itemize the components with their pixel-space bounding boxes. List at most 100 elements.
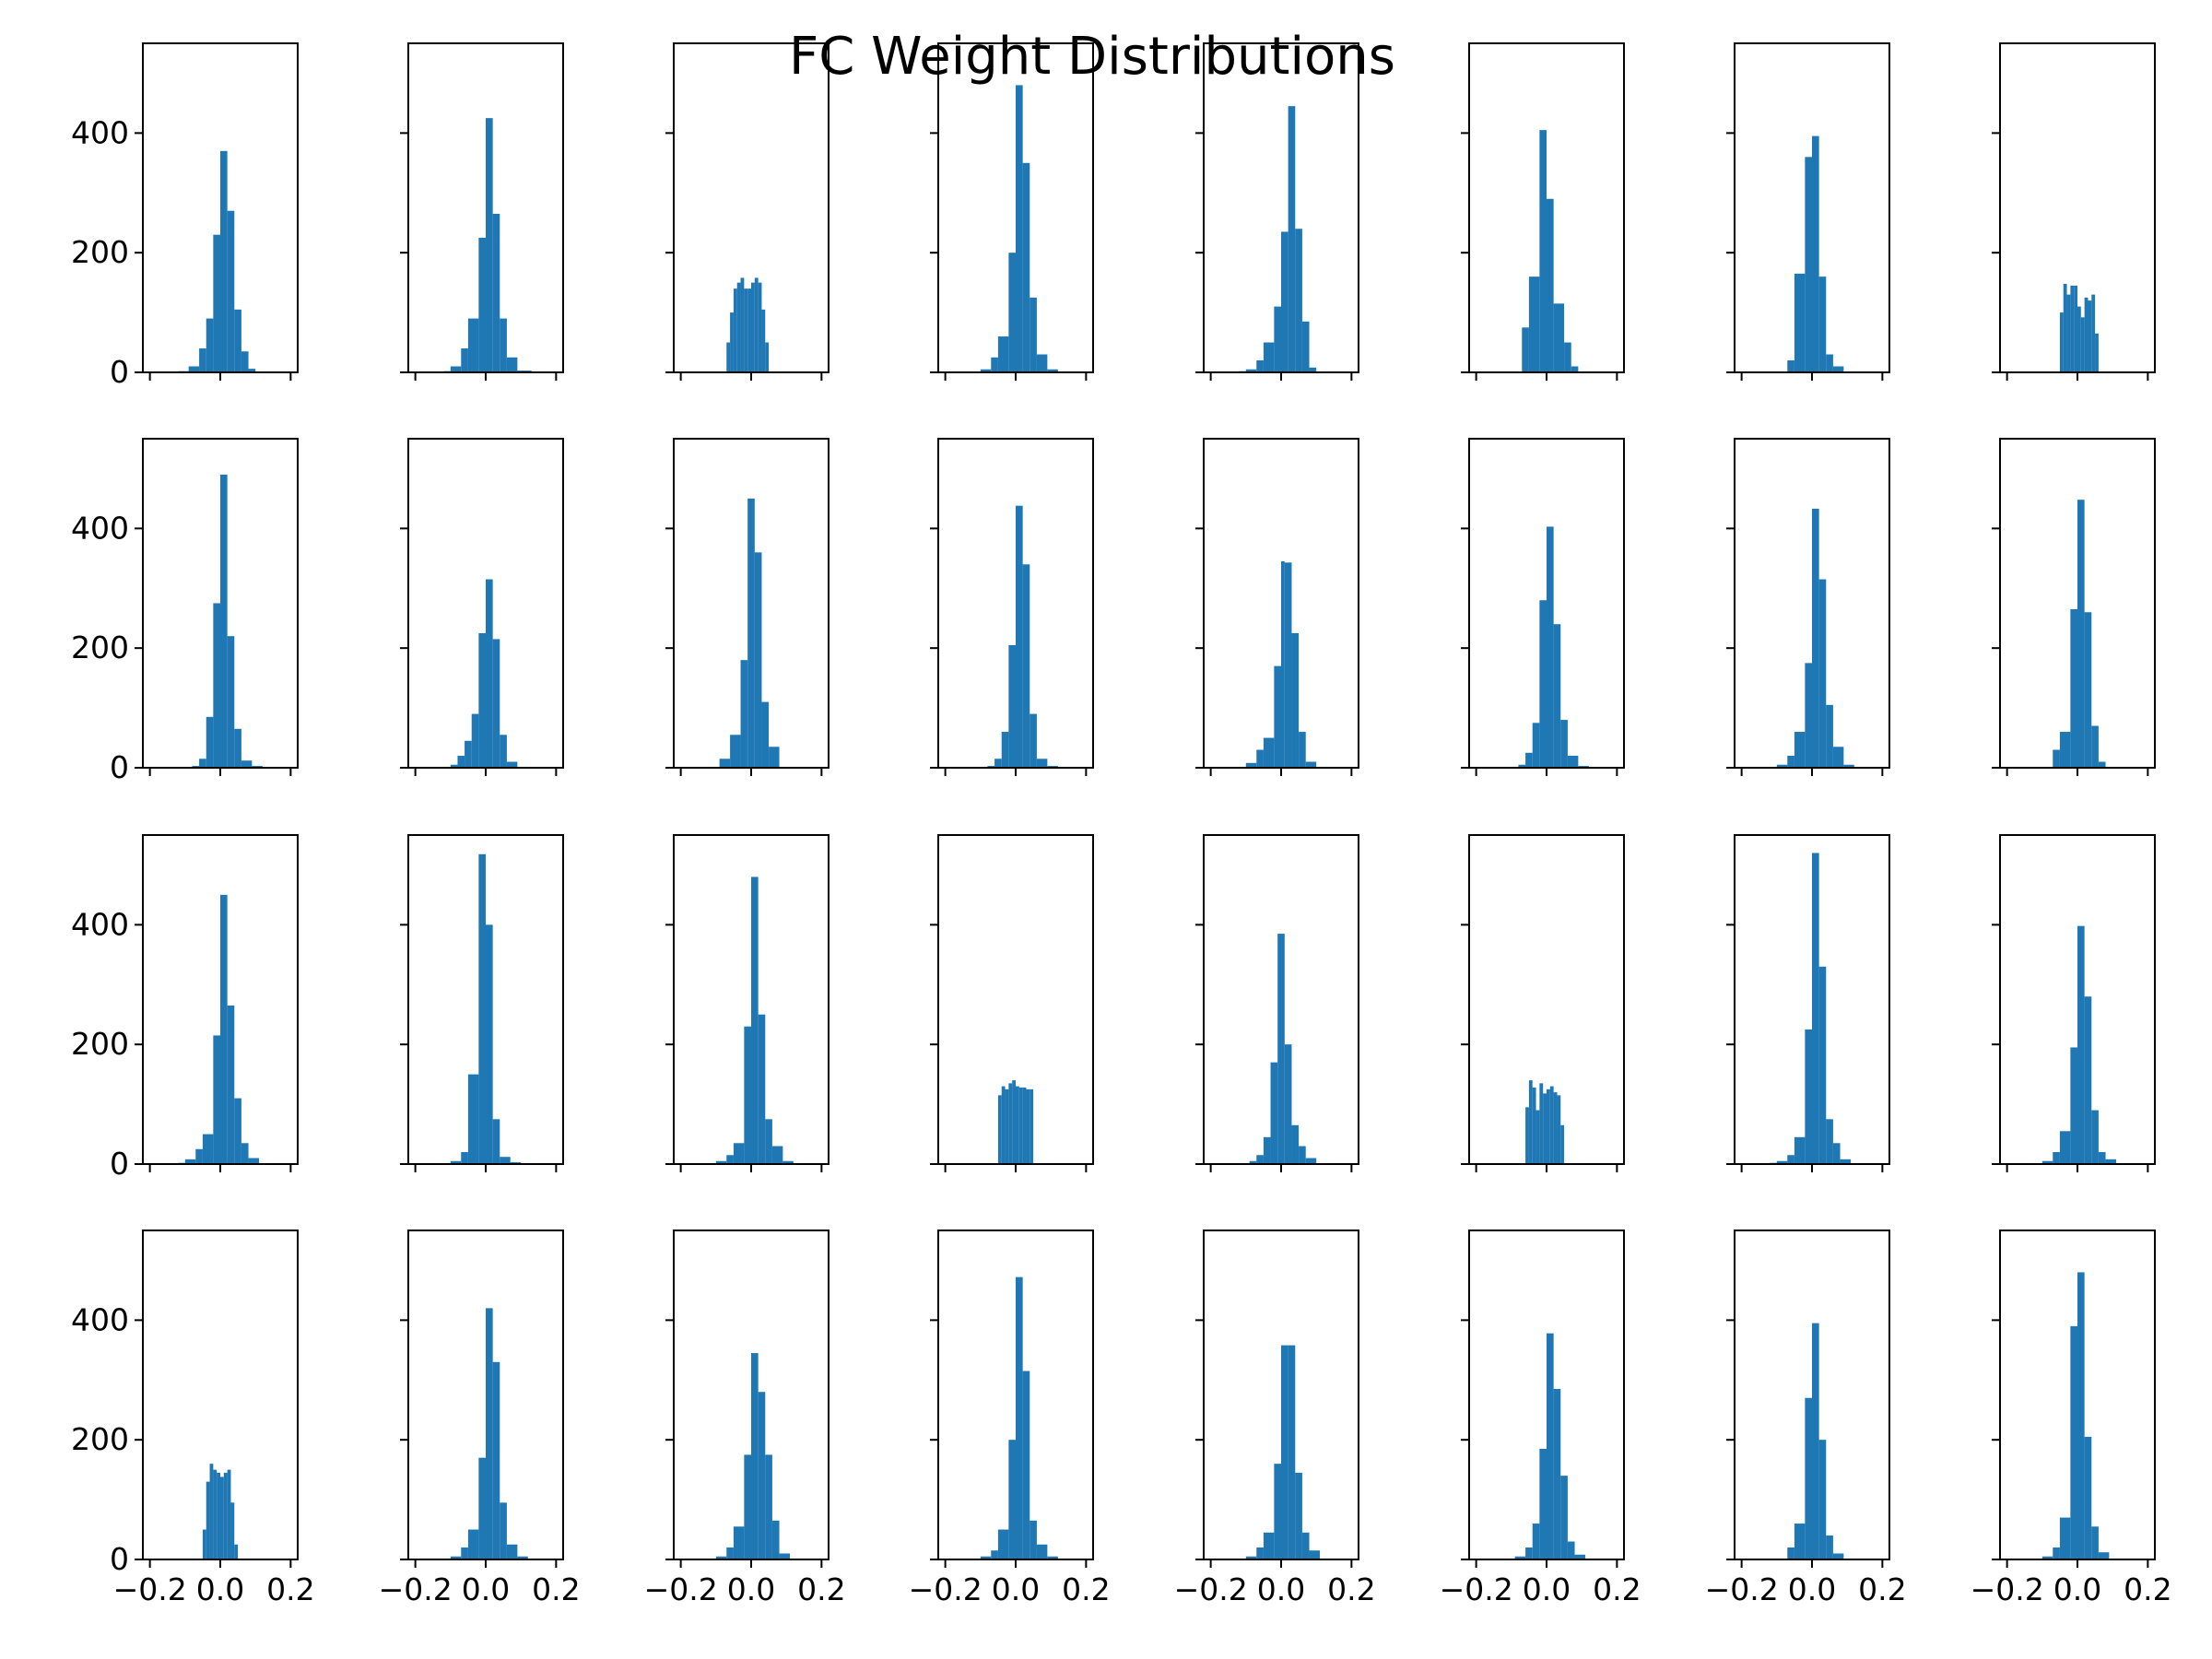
histogram-bar <box>1249 1160 1257 1164</box>
histogram-bar <box>188 366 200 372</box>
histogram-bar <box>2041 1160 2053 1164</box>
histogram-bar <box>758 282 762 372</box>
histogram-bar <box>991 357 998 372</box>
histogram-bar <box>997 1095 1002 1164</box>
histogram-bar <box>744 288 748 372</box>
subplot-3-3 <box>665 834 830 1172</box>
subplot-1-4 <box>930 42 1094 381</box>
histogram-bar <box>1270 1062 1278 1164</box>
y-tick-label: 200 <box>71 1421 129 1457</box>
histogram-bar <box>1557 1095 1561 1164</box>
histogram-bar <box>1008 1083 1013 1164</box>
histogram-bar <box>227 1469 231 1559</box>
histogram-bar <box>1832 747 1844 768</box>
y-tick-label: 200 <box>71 629 129 665</box>
histogram-bar <box>1553 1389 1561 1559</box>
histogram-bar <box>2053 1547 2060 1559</box>
histogram-bar <box>1553 1092 1558 1164</box>
histogram-bar <box>2077 925 2085 1164</box>
x-tick-label: 0.2 <box>532 1571 580 1607</box>
histogram-bar <box>1001 732 1009 768</box>
y-tick-label: 0 <box>110 749 129 785</box>
histogram-bar <box>751 282 755 372</box>
histogram-bar <box>1812 135 1819 373</box>
histogram-bar <box>751 877 759 1164</box>
histogram-bar <box>1018 1087 1023 1164</box>
histogram-bar <box>2063 283 2067 372</box>
histogram-bar <box>1005 1088 1009 1164</box>
histogram-bar <box>769 747 780 768</box>
histogram-bar <box>1022 1371 1030 1559</box>
histogram-bar <box>1036 759 1048 768</box>
histogram-bar <box>467 318 479 372</box>
histogram-bar <box>241 351 249 372</box>
histogram-bar <box>1291 632 1300 768</box>
histogram-bar <box>1256 749 1264 768</box>
histogram-bar <box>467 1074 479 1164</box>
histogram-bar <box>1301 1532 1310 1559</box>
subplot-3-5 <box>1195 834 1359 1172</box>
histogram-bar <box>486 1308 493 1559</box>
histogram-bar <box>1047 369 1058 372</box>
histogram-bar <box>1284 562 1292 768</box>
histogram-bar <box>206 716 214 768</box>
histogram-bar <box>2070 285 2075 372</box>
histogram-bar <box>1812 853 1819 1164</box>
histogram-bar <box>1532 1524 1540 1559</box>
histogram-bar <box>217 1472 220 1559</box>
histogram-bar <box>782 1160 794 1164</box>
histogram-bar <box>457 756 465 768</box>
histogram-bar <box>747 288 751 372</box>
histogram-bar <box>1539 130 1547 372</box>
histogram-bar <box>227 636 235 768</box>
histogram-bar <box>1263 737 1275 768</box>
histogram-bar <box>1305 1158 1317 1164</box>
histogram-bar <box>1245 369 1257 372</box>
histogram-bar <box>234 309 241 372</box>
subplot-4-6: −0.2 0.0 0.2 <box>1440 1230 1641 1607</box>
histogram-bar <box>2059 1131 2071 1164</box>
histogram-bar <box>2091 294 2096 372</box>
histogram-bar <box>715 1556 727 1559</box>
histogram-bar <box>2077 306 2081 372</box>
subplot-3-2 <box>400 834 564 1172</box>
histogram-bar <box>1256 360 1264 372</box>
histogram-bar <box>195 1148 203 1164</box>
histogram-bar <box>1263 1136 1271 1164</box>
histogram-bar <box>1295 1472 1302 1559</box>
histogram-bar <box>2077 500 2085 768</box>
histogram-bar <box>761 701 770 768</box>
histogram-bar <box>994 759 1002 768</box>
histogram-bar <box>202 1529 206 1559</box>
histogram-bar <box>733 288 737 372</box>
histogram-bar <box>779 1553 790 1559</box>
x-tick-label: 0.2 <box>266 1571 314 1607</box>
histogram-bar <box>202 1134 214 1164</box>
histogram-bar <box>1281 561 1285 768</box>
y-tick-label: 400 <box>71 510 129 546</box>
histogram-bar <box>467 1529 479 1559</box>
histogram-bar <box>248 1158 259 1164</box>
subplot-1-3 <box>665 42 830 381</box>
histogram-bar <box>1299 1146 1306 1164</box>
histogram-bar <box>1539 1448 1547 1559</box>
subplot-2-6 <box>1461 438 1625 776</box>
y-tick-label: 0 <box>110 1541 129 1577</box>
histogram-bar <box>500 1502 507 1559</box>
x-tick-label: 0.0 <box>727 1571 775 1607</box>
histogram-bar <box>506 761 518 768</box>
histogram-bar <box>2059 312 2064 372</box>
histogram-bar <box>1522 327 1529 372</box>
y-tick-label: 0 <box>110 1146 129 1182</box>
histogram-bar <box>1794 273 1806 372</box>
y-tick-label: 200 <box>71 1026 129 1062</box>
histogram-bar <box>1787 1547 1794 1559</box>
x-tick-label: 0.2 <box>797 1571 845 1607</box>
histogram-bar <box>450 764 458 768</box>
histogram-bar <box>1284 1044 1292 1164</box>
histogram-bar <box>220 1477 224 1559</box>
histogram-bar <box>1560 720 1568 768</box>
histogram-bar <box>500 318 507 372</box>
histogram-bar <box>726 1155 734 1164</box>
